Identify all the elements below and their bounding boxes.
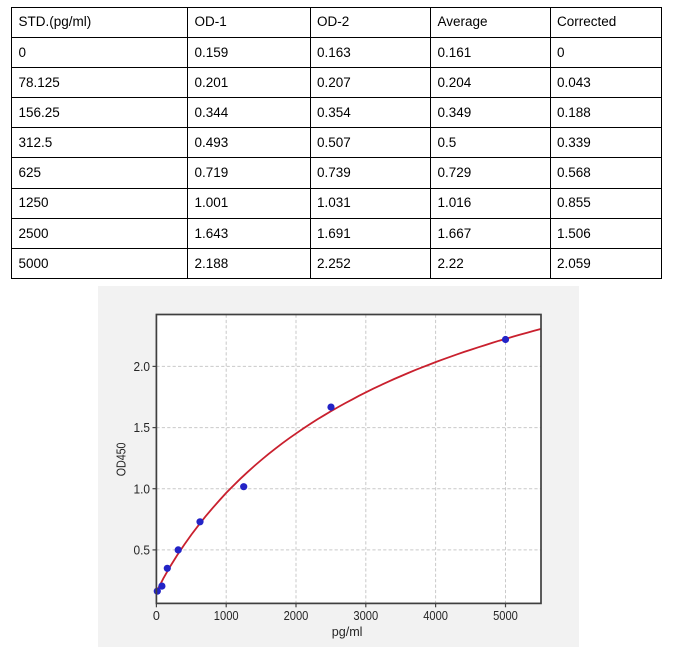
- svg-text:2000: 2000: [284, 609, 309, 623]
- svg-text:5000: 5000: [493, 609, 518, 623]
- svg-text:1.5: 1.5: [134, 421, 151, 435]
- svg-text:0.5: 0.5: [134, 544, 151, 558]
- svg-text:pg/ml: pg/ml: [332, 625, 363, 639]
- svg-text:OD450: OD450: [115, 443, 129, 477]
- svg-text:0: 0: [153, 609, 160, 623]
- svg-text:4000: 4000: [423, 609, 448, 623]
- svg-text:2.0: 2.0: [134, 360, 151, 374]
- svg-text:3000: 3000: [353, 609, 378, 623]
- svg-text:1000: 1000: [214, 609, 239, 623]
- svg-text:1.0: 1.0: [134, 482, 151, 496]
